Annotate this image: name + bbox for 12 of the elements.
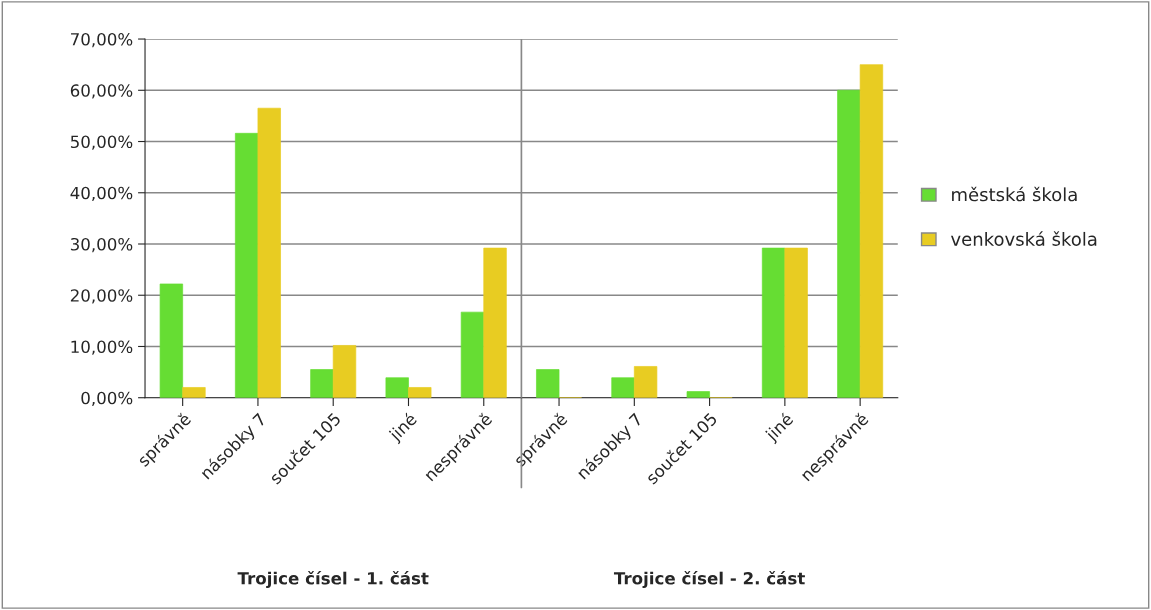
legend-label: venkovská škola (950, 231, 1097, 246)
y-tick-label: 30,00% (70, 237, 133, 253)
y-tick-label: 40,00% (70, 186, 133, 202)
y-tick-label: 20,00% (70, 289, 133, 304)
y-tick-label: 50,00% (70, 135, 133, 150)
y-tick-label: 10,00% (71, 340, 133, 355)
legend-label: městská škola (952, 186, 1077, 202)
y-tick-label: 0,00% (81, 391, 133, 406)
y-tick-label: 70,00% (71, 33, 133, 48)
y-tick-label: 60,00% (70, 84, 133, 99)
text: Trojice čísel - 2. část (613, 571, 805, 588)
text: Trojice čísel - 1. část (237, 571, 429, 588)
